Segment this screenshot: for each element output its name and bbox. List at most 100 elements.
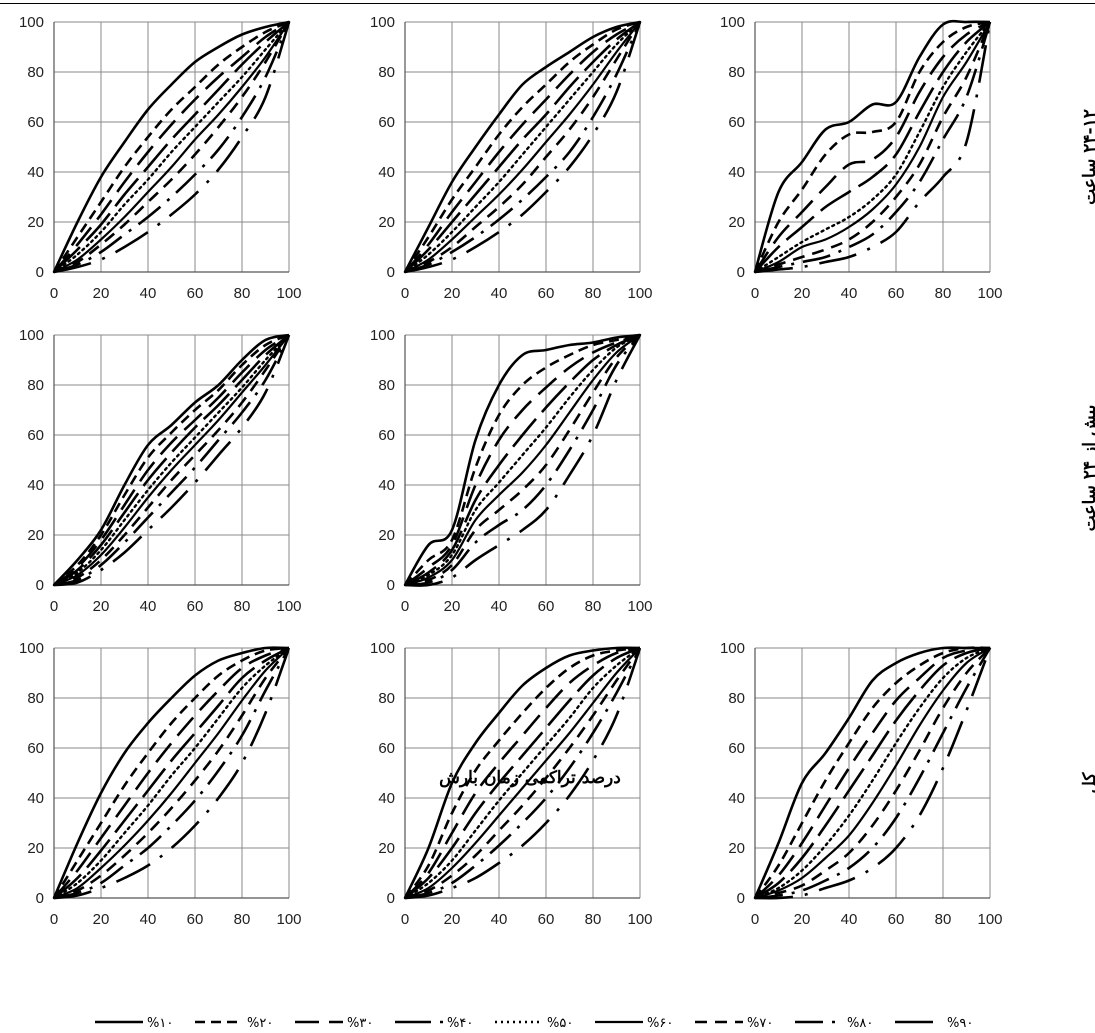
y-tick-label: 60	[728, 114, 745, 131]
y-tick-label: 100	[720, 14, 745, 31]
y-tick-label: 20	[378, 214, 395, 231]
y-tick-label: 80	[728, 64, 745, 81]
x-tick-label: 20	[93, 285, 110, 302]
x-tick-label: 80	[234, 285, 251, 302]
x-tick-label: 100	[977, 285, 1002, 302]
series-line-60pct	[754, 647, 991, 900]
series-line-90pct	[754, 21, 992, 274]
legend-label: %۹۰	[947, 1016, 973, 1031]
legend-label: %۵۰	[547, 1016, 573, 1031]
x-tick-label: 100	[276, 285, 301, 302]
y-tick-label: 60	[378, 427, 395, 444]
legend-item: %۵۰	[495, 1016, 573, 1031]
series-line-70pct	[404, 334, 641, 587]
x-tick-label: 0	[751, 285, 759, 302]
series-line-80pct	[404, 647, 642, 900]
y-tick-label: 60	[27, 427, 44, 444]
series-line-50pct	[52, 646, 291, 900]
y-tick-label: 20	[728, 840, 745, 857]
x-tick-label: 60	[888, 285, 905, 302]
chart-panel-2-0: 0 20 40 60 80 100 0 20 40 60 80 100	[19, 640, 302, 928]
series-line-40pct	[754, 20, 991, 273]
y-tick-label: 0	[36, 264, 44, 281]
series-line-50pct	[403, 333, 642, 587]
x-tick-label: 60	[187, 285, 204, 302]
legend-item: %۹۰	[895, 1016, 973, 1031]
y-tick-label: 20	[27, 840, 44, 857]
y-tick-label: 0	[387, 264, 395, 281]
series-line-20pct	[753, 646, 991, 899]
series-line-70pct	[754, 21, 992, 274]
x-tick-label: 0	[401, 285, 409, 302]
series-line-60pct	[404, 647, 641, 900]
y-tick-label: 20	[378, 527, 395, 544]
y-tick-label: 60	[378, 114, 395, 131]
series-line-30pct	[404, 646, 641, 899]
series-line-80pct	[404, 21, 642, 274]
chart-panel-1-1: 0 20 40 60 80 100 0 20 40 60 80 100	[370, 327, 653, 615]
y-tick-label: 20	[27, 527, 44, 544]
series-line-20pct	[753, 20, 991, 273]
y-tick-label: 0	[36, 577, 44, 594]
series-line-20pct	[52, 646, 290, 899]
series-line-60pct	[53, 21, 290, 273]
series-line-40pct	[754, 646, 991, 900]
x-tick-label: 100	[627, 598, 652, 615]
series-line-50pct	[753, 646, 992, 900]
chart-panel-1-0: 0 20 40 60 80 100 0 20 40 60 80 100	[19, 327, 302, 615]
y-tick-label: 40	[27, 790, 44, 807]
x-tick-label: 100	[627, 285, 652, 302]
series-line-70pct	[53, 647, 291, 900]
legend: %۱۰ %۲۰ %۳۰ %۴۰ %۵۰ %۶۰ %۷۰ %۸۰ %۹۰	[95, 1016, 973, 1031]
series-line-20pct	[403, 646, 641, 899]
y-tick-label: 0	[387, 577, 395, 594]
x-tick-label: 20	[444, 285, 461, 302]
x-tick-label: 20	[93, 598, 110, 615]
chart-panel-0-1: 0 20 40 60 80 100 0 20 40 60 80 100	[370, 14, 653, 302]
x-tick-label: 20	[794, 911, 811, 928]
y-tick-label: 100	[19, 640, 44, 657]
x-tick-label: 60	[538, 911, 555, 928]
series-line-60pct	[53, 334, 290, 587]
series-line-50pct	[753, 20, 992, 274]
x-tick-label: 40	[140, 598, 157, 615]
x-tick-label: 100	[627, 911, 652, 928]
x-tick-label: 0	[50, 911, 58, 928]
y-tick-label: 40	[27, 164, 44, 181]
series-line-70pct	[53, 334, 291, 587]
legend-label: %۸۰	[847, 1016, 873, 1031]
legend-item: %۷۰	[695, 1016, 773, 1031]
x-tick-label: 80	[234, 598, 251, 615]
x-tick-label: 20	[444, 598, 461, 615]
y-tick-label: 40	[378, 790, 395, 807]
row-label-total: کل	[1080, 772, 1095, 794]
legend-label: %۲۰	[247, 1016, 273, 1031]
series-line-40pct	[404, 20, 641, 273]
series-line-10pct	[52, 646, 290, 899]
x-tick-label: 80	[935, 911, 952, 928]
series-line-50pct	[52, 333, 291, 587]
series-line-20pct	[53, 333, 290, 587]
legend-label: %۳۰	[347, 1016, 373, 1031]
series-line-60pct	[404, 21, 641, 273]
legend-label: %۶۰	[647, 1016, 673, 1031]
y-tick-label: 100	[720, 640, 745, 657]
y-tick-label: 60	[378, 740, 395, 757]
y-tick-label: 40	[378, 477, 395, 494]
series-line-80pct	[754, 21, 992, 274]
legend-item: %۳۰	[295, 1016, 373, 1031]
y-tick-label: 100	[370, 640, 395, 657]
y-tick-label: 0	[36, 890, 44, 907]
series-line-40pct	[404, 646, 641, 900]
series-line-50pct	[52, 20, 291, 274]
y-tick-label: 80	[378, 690, 395, 707]
x-tick-label: 80	[585, 911, 602, 928]
y-tick-label: 100	[19, 14, 44, 31]
x-tick-label: 60	[187, 598, 204, 615]
series-line-20pct	[52, 20, 290, 273]
series-line-30pct	[53, 333, 290, 587]
series-line-80pct	[53, 334, 291, 587]
row-label-over-24h: بیش از ۲۴ ساعت	[1080, 404, 1095, 532]
chart-panel-0-2: 0 20 40 60 80 100 0 20 40 60 80 100	[720, 14, 1003, 302]
